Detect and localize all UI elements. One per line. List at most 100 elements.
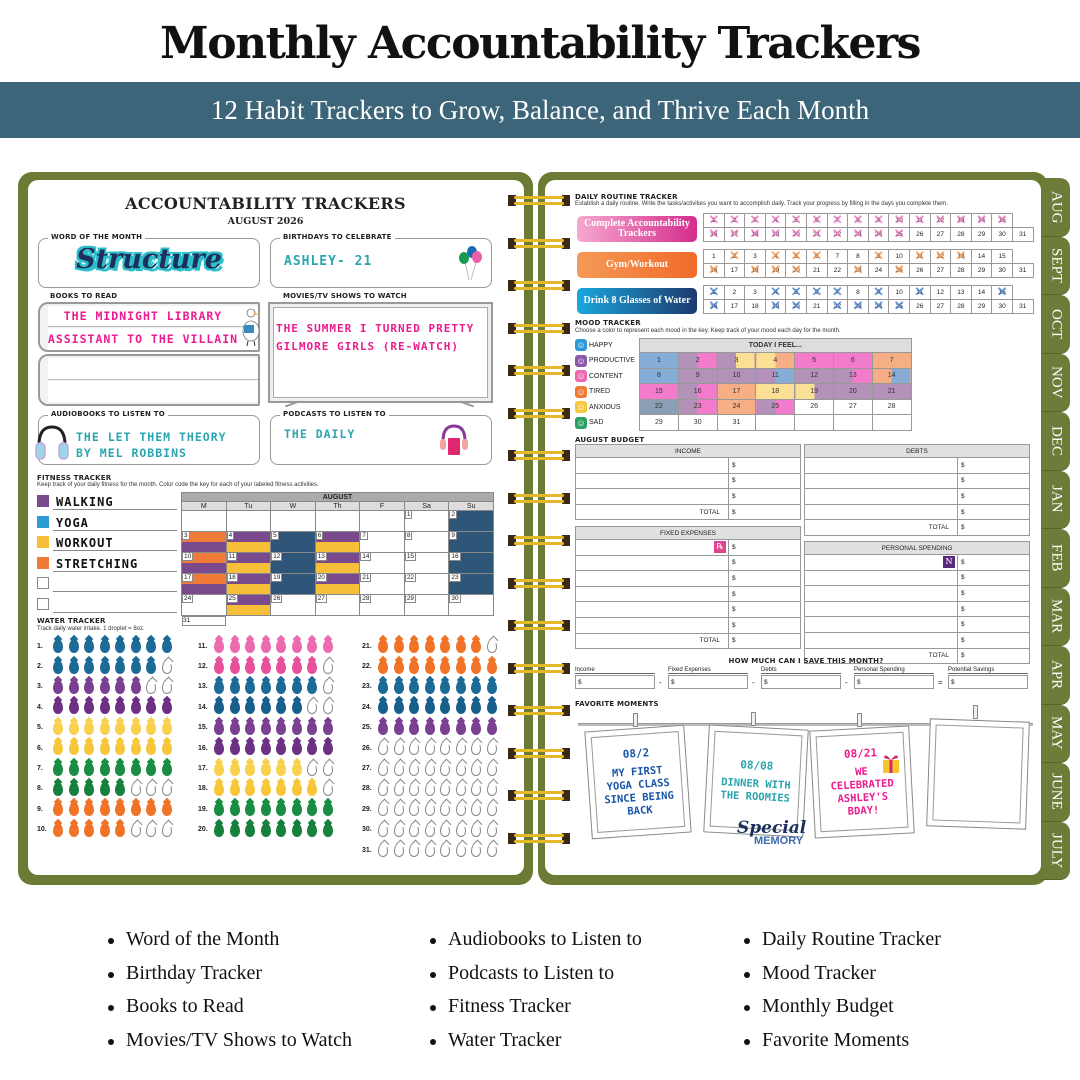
water-droplet-filled-icon[interactable]: [486, 720, 497, 735]
budget-amount-input[interactable]: $: [957, 569, 1030, 587]
routine-day-cell[interactable]: 23 ✕: [847, 227, 869, 242]
water-droplet-empty-icon[interactable]: [393, 802, 404, 817]
calendar-day[interactable]: 5: [270, 531, 316, 553]
water-droplet-filled-icon[interactable]: [229, 761, 240, 776]
water-droplet-filled-icon[interactable]: [440, 679, 450, 694]
water-droplet-filled-icon[interactable]: [68, 761, 79, 776]
budget-amount-input[interactable]: $: [728, 472, 801, 490]
tab-apr[interactable]: APR: [1042, 646, 1070, 705]
water-droplet-filled-icon[interactable]: [393, 720, 404, 735]
water-droplet-empty-icon[interactable]: [161, 822, 172, 837]
tab-nov[interactable]: NOV: [1042, 353, 1070, 412]
water-droplet-filled-icon[interactable]: [322, 741, 333, 756]
water-droplet-empty-icon[interactable]: [161, 781, 172, 796]
water-droplet-filled-icon[interactable]: [378, 679, 388, 694]
routine-day-cell[interactable]: 12 ✕: [929, 213, 952, 228]
routine-day-cell[interactable]: 17: [723, 299, 746, 314]
water-droplet-filled-icon[interactable]: [307, 720, 317, 735]
water-droplet-filled-icon[interactable]: [291, 741, 302, 756]
water-droplet-empty-icon[interactable]: [322, 761, 333, 776]
water-droplet-empty-icon[interactable]: [409, 843, 419, 858]
mood-day-cell[interactable]: [794, 414, 834, 431]
mood-day-cell[interactable]: 10: [716, 367, 757, 384]
water-droplet-filled-icon[interactable]: [471, 639, 481, 654]
budget-amount-input[interactable]: $: [728, 554, 801, 572]
water-droplet-filled-icon[interactable]: [409, 639, 419, 654]
water-droplet-filled-icon[interactable]: [99, 741, 110, 756]
tab-sept[interactable]: SEPT: [1042, 236, 1070, 295]
calendar-day[interactable]: 28: [359, 594, 405, 616]
water-droplet-filled-icon[interactable]: [471, 679, 481, 694]
water-droplet-filled-icon[interactable]: [130, 659, 141, 674]
routine-day-cell[interactable]: 16 ✕: [703, 299, 725, 314]
routine-day-cell[interactable]: 22 ✕: [826, 299, 849, 314]
water-droplet-empty-icon[interactable]: [322, 700, 333, 715]
water-droplet-filled-icon[interactable]: [84, 659, 94, 674]
water-droplet-empty-icon[interactable]: [471, 761, 481, 776]
water-droplet-filled-icon[interactable]: [214, 700, 224, 715]
water-droplet-filled-icon[interactable]: [99, 659, 110, 674]
budget-item-input[interactable]: [804, 616, 958, 633]
budget-item-input[interactable]: [575, 457, 729, 474]
water-droplet-filled-icon[interactable]: [53, 802, 63, 817]
budget-item-input[interactable]: [575, 585, 729, 603]
water-droplet-filled-icon[interactable]: [245, 802, 255, 817]
water-droplet-filled-icon[interactable]: [276, 639, 286, 654]
budget-amount-input[interactable]: $: [957, 631, 1030, 649]
routine-day-cell[interactable]: 1 ✕: [703, 213, 725, 228]
water-droplet-filled-icon[interactable]: [229, 679, 240, 694]
routine-day-cell[interactable]: 17: [723, 263, 746, 278]
routine-day-cell[interactable]: 16 ✕: [703, 263, 725, 278]
water-droplet-filled-icon[interactable]: [486, 700, 497, 715]
routine-day-cell[interactable]: 31: [1011, 263, 1034, 278]
water-droplet-filled-icon[interactable]: [115, 741, 125, 756]
water-droplet-filled-icon[interactable]: [99, 700, 110, 715]
routine-day-cell[interactable]: 29: [970, 227, 993, 242]
water-droplet-empty-icon[interactable]: [440, 761, 450, 776]
water-droplet-filled-icon[interactable]: [307, 639, 317, 654]
budget-amount-input[interactable]: $: [728, 601, 801, 618]
water-droplet-empty-icon[interactable]: [378, 741, 388, 756]
water-droplet-empty-icon[interactable]: [393, 822, 404, 837]
budget-item-input[interactable]: [804, 631, 958, 649]
calendar-day[interactable]: 6: [314, 531, 361, 553]
routine-day-cell[interactable]: 15 ✕: [991, 285, 1013, 300]
calendar-day[interactable]: 2: [448, 510, 494, 532]
mood-day-cell[interactable]: 8: [639, 367, 679, 384]
mood-day-cell[interactable]: 28: [871, 398, 912, 415]
water-droplet-filled-icon[interactable]: [440, 659, 450, 674]
water-droplet-empty-icon[interactable]: [146, 679, 156, 694]
water-droplet-filled-icon[interactable]: [115, 639, 125, 654]
calendar-day[interactable]: 12: [270, 552, 316, 574]
routine-day-cell[interactable]: 31: [1011, 299, 1034, 314]
budget-amount-input[interactable]: $: [957, 616, 1030, 633]
water-droplet-filled-icon[interactable]: [53, 700, 63, 715]
routine-day-cell[interactable]: 31: [1011, 227, 1034, 242]
water-droplet-filled-icon[interactable]: [115, 700, 125, 715]
routine-day-cell[interactable]: 14 ✕: [970, 213, 993, 228]
water-droplet-empty-icon[interactable]: [161, 679, 172, 694]
water-droplet-empty-icon[interactable]: [409, 741, 419, 756]
water-droplet-filled-icon[interactable]: [161, 639, 172, 654]
water-droplet-filled-icon[interactable]: [68, 659, 79, 674]
water-droplet-empty-icon[interactable]: [471, 781, 481, 796]
calendar-day[interactable]: 23: [448, 573, 494, 595]
water-droplet-filled-icon[interactable]: [322, 720, 333, 735]
water-droplet-filled-icon[interactable]: [68, 700, 79, 715]
water-droplet-empty-icon[interactable]: [409, 822, 419, 837]
water-droplet-filled-icon[interactable]: [307, 802, 317, 817]
savings-field-input[interactable]: $: [575, 675, 655, 689]
water-droplet-filled-icon[interactable]: [99, 802, 110, 817]
water-droplet-filled-icon[interactable]: [99, 720, 110, 735]
water-droplet-filled-icon[interactable]: [130, 720, 141, 735]
calendar-day[interactable]: 30: [448, 594, 494, 616]
water-droplet-empty-icon[interactable]: [146, 781, 156, 796]
water-droplet-filled-icon[interactable]: [245, 700, 255, 715]
water-droplet-filled-icon[interactable]: [276, 700, 286, 715]
budget-amount-input[interactable]: $: [957, 600, 1030, 618]
routine-day-cell[interactable]: 25 ✕: [888, 263, 910, 278]
routine-day-cell[interactable]: 30: [991, 263, 1013, 278]
routine-day-cell[interactable]: 21: [805, 299, 828, 314]
routine-day-cell[interactable]: 6 ✕: [805, 213, 828, 228]
water-droplet-filled-icon[interactable]: [291, 761, 302, 776]
